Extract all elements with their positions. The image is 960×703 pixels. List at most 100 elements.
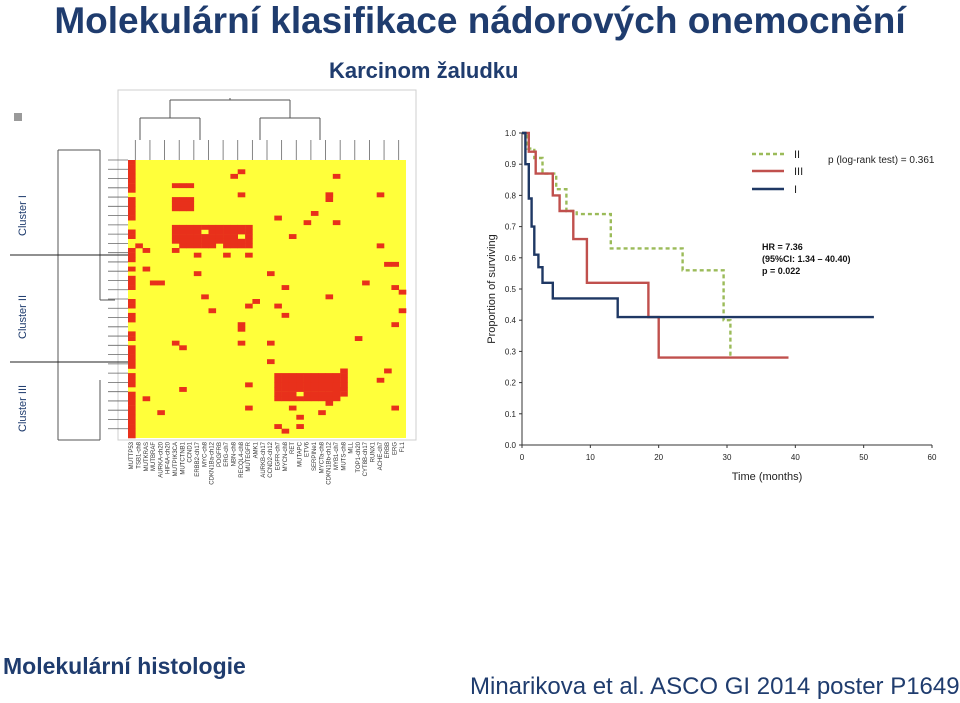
- heatmap-cell: [296, 424, 304, 429]
- heatmap-cell: [318, 396, 326, 402]
- heatmap-cell: [223, 252, 231, 258]
- y-axis-label: Proportion of surviving: [486, 234, 498, 343]
- heatmap-cell: [186, 224, 195, 230]
- heatmap-cell: [310, 373, 319, 378]
- heatmap-cell: [288, 391, 297, 397]
- gene-label: ERG-ch7: [224, 441, 230, 466]
- heatmap-cell: [281, 312, 290, 318]
- heatmap-cell: [230, 173, 238, 179]
- heatmap-cell: [245, 382, 253, 388]
- heatmap-cell: [128, 373, 136, 378]
- heatmap-cell: [223, 234, 231, 239]
- heatmap-cell: [223, 243, 231, 249]
- heatmap-cell: [318, 373, 326, 378]
- heatmap-cell: [128, 234, 136, 239]
- gene-label: EGFR-ch7: [275, 441, 281, 470]
- heatmap-cell: [303, 391, 312, 397]
- heatmap-cell: [186, 206, 195, 212]
- heatmap-cell: [325, 197, 334, 202]
- heatmap-cell: [274, 215, 282, 221]
- legend-label-III: III: [794, 166, 803, 178]
- gene-label: MUTS-ch8: [341, 441, 347, 470]
- heatmap-cell: [237, 169, 246, 175]
- gene-label: MYB1-ch7: [334, 441, 340, 470]
- heatmap-cell: [237, 192, 246, 198]
- heatmap-cell: [391, 261, 399, 267]
- heatmap-cell: [215, 238, 224, 244]
- heatmap-cell: [128, 248, 136, 253]
- heatmap-cell: [128, 400, 136, 406]
- heatmap-cell: [296, 414, 304, 420]
- heatmap-cell: [171, 234, 180, 239]
- gene-label: MUTAPC: [297, 441, 303, 467]
- heatmap-cell: [288, 382, 297, 388]
- heatmap-cell: [171, 340, 180, 346]
- heatmap-cell: [215, 234, 224, 239]
- heatmap-cell: [376, 377, 385, 383]
- heatmap-cell: [274, 387, 282, 392]
- heatmap-cell: [128, 173, 136, 179]
- heatmap-cell: [318, 391, 326, 397]
- heatmap-cell: [230, 238, 238, 244]
- gene-label: MUTBRAF: [151, 442, 157, 471]
- heatmap-cell: [274, 382, 282, 388]
- heatmap-cell: [303, 377, 312, 383]
- heatmap-cell: [179, 243, 187, 249]
- x-tick-label: 0: [520, 453, 525, 462]
- heatmap-cell: [128, 280, 136, 286]
- heatmap-cell: [208, 308, 217, 314]
- heatmap-cell: [128, 211, 136, 216]
- heatmap-cell: [179, 183, 187, 189]
- y-tick-label: 0.0: [505, 441, 517, 450]
- heatmap-cell: [201, 238, 209, 244]
- y-tick-label: 0.5: [505, 285, 517, 294]
- y-tick-label: 0.7: [505, 223, 517, 232]
- heatmap-cell: [274, 391, 282, 397]
- heatmap-cell: [391, 405, 399, 411]
- heatmap-cell: [325, 377, 334, 383]
- heatmap-cell: [186, 197, 195, 202]
- heatmap-cell: [237, 224, 246, 230]
- heatmap-cell: [303, 373, 312, 378]
- heatmap-cell: [128, 424, 136, 429]
- heatmap-cell: [391, 322, 399, 328]
- legend-label-II: II: [794, 149, 800, 161]
- p-value: p = 0.022: [762, 266, 800, 276]
- heatmap-cell: [135, 243, 143, 249]
- gene-label: TOP1-ch20: [356, 441, 362, 472]
- heatmap-cell: [179, 197, 187, 202]
- gene-label: MYCN-ch8: [283, 441, 289, 471]
- heatmap-cell: [230, 224, 238, 230]
- heatmap-cell: [325, 373, 334, 378]
- heatmap-cell: [128, 382, 136, 388]
- heatmap-cell: [171, 238, 180, 244]
- heatmap-cell: [288, 377, 297, 383]
- heatmap-cell: [201, 294, 209, 300]
- heatmap-cell: [179, 238, 187, 244]
- series-line-III: [522, 131, 789, 359]
- gene-label: CDKN1Bb-ch12: [327, 441, 333, 484]
- x-tick-label: 10: [586, 453, 595, 462]
- x-tick-label: 20: [654, 453, 663, 462]
- gene-label: RUNX1: [371, 441, 377, 462]
- heatmap-cell: [332, 382, 341, 388]
- heatmap-cell: [201, 234, 209, 239]
- heatmap-cell: [376, 192, 385, 198]
- heatmap-cell: [274, 377, 282, 383]
- heatmap-cell: [340, 391, 348, 397]
- heatmap-cell: [281, 285, 290, 290]
- heatmap-cell: [223, 229, 231, 235]
- heatmap-cell: [398, 308, 407, 314]
- heatmap-cell: [318, 387, 326, 392]
- heatmap-cell: [171, 224, 180, 230]
- gene-label: ERBB: [385, 442, 391, 458]
- heatmap-cell: [128, 197, 136, 202]
- heatmap-cell: [193, 271, 202, 277]
- bullet-square-icon: [14, 113, 22, 121]
- heatmap-cell: [325, 391, 334, 397]
- heatmap-cell: [340, 368, 348, 374]
- heatmap-cell: [318, 377, 326, 383]
- heatmap-cell: [128, 229, 136, 235]
- y-tick-label: 0.8: [505, 191, 517, 200]
- heatmap-cell: [310, 391, 319, 397]
